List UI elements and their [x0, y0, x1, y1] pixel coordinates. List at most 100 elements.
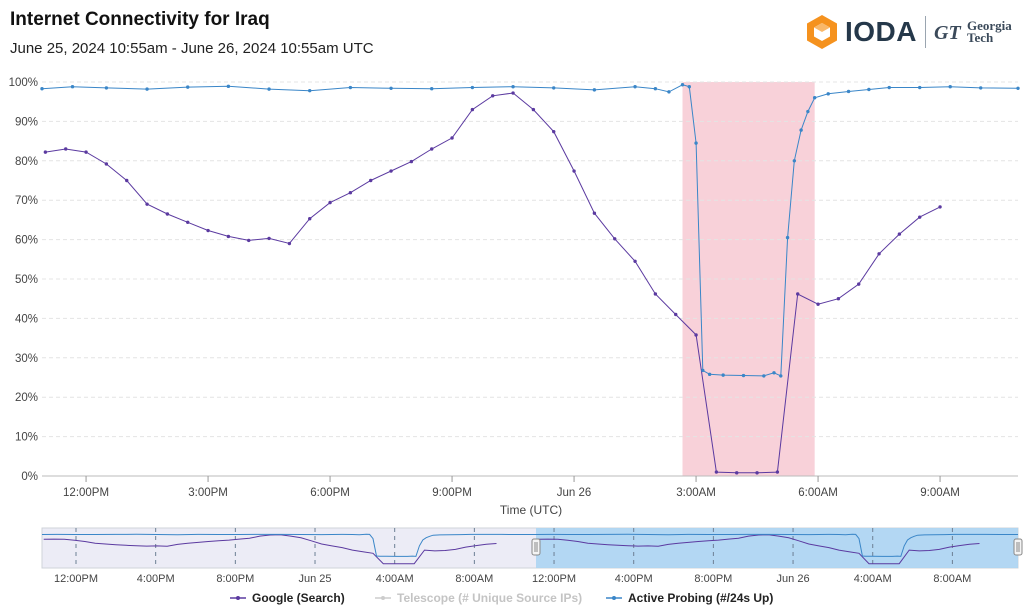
data-point-google-search[interactable] [206, 228, 210, 233]
data-point-active-probing-24s-up[interactable] [667, 90, 671, 94]
data-point-google-search[interactable] [531, 107, 536, 112]
data-point-google-search[interactable] [897, 232, 902, 236]
legend-item-active-probing-24s-up[interactable]: Active Probing (#/24s Up) [606, 591, 773, 605]
data-point-active-probing-24s-up[interactable] [701, 368, 705, 373]
data-point-google-search[interactable] [816, 302, 820, 306]
data-point-active-probing-24s-up[interactable] [812, 96, 817, 100]
data-point-active-probing-24s-up[interactable] [348, 85, 353, 90]
data-point-google-search[interactable] [226, 234, 231, 239]
data-point-google-search[interactable] [125, 178, 129, 183]
data-point-active-probing-24s-up[interactable] [918, 85, 922, 90]
data-point-active-probing-24s-up[interactable] [592, 88, 597, 92]
data-point-active-probing-24s-up[interactable] [887, 85, 891, 90]
legend-item-google-search[interactable]: Google (Search) [230, 591, 345, 605]
data-point-google-search[interactable] [572, 169, 576, 173]
data-point-active-probing-24s-up[interactable] [552, 86, 556, 90]
data-point-google-search[interactable] [267, 236, 271, 241]
data-point-google-search[interactable] [836, 297, 841, 301]
data-point-active-probing-24s-up[interactable] [799, 128, 803, 132]
data-point-google-search[interactable] [877, 252, 881, 256]
data-point-google-search[interactable] [84, 150, 88, 154]
data-point-active-probing-24s-up[interactable] [867, 87, 871, 92]
data-point-google-search[interactable] [145, 202, 149, 206]
data-point-google-search[interactable] [64, 147, 68, 151]
data-point-google-search[interactable] [653, 292, 658, 296]
data-point-active-probing-24s-up[interactable] [979, 86, 983, 90]
data-point-google-search[interactable] [918, 215, 922, 219]
data-point-active-probing-24s-up[interactable] [267, 87, 271, 91]
data-point-active-probing-24s-up[interactable] [511, 85, 515, 89]
data-point-active-probing-24s-up[interactable] [653, 86, 658, 91]
navigator-left-handle[interactable] [531, 538, 541, 556]
data-point-active-probing-24s-up[interactable] [40, 86, 44, 91]
data-point-active-probing-24s-up[interactable] [633, 85, 637, 89]
data-point-google-search[interactable] [592, 211, 597, 215]
legend-item-telescope-unique-source-ips[interactable]: Telescope (# Unique Source IPs) [375, 591, 582, 605]
data-point-active-probing-24s-up[interactable] [308, 88, 312, 93]
data-point-google-search[interactable] [43, 150, 48, 154]
data-point-google-search[interactable] [694, 333, 698, 337]
data-point-google-search[interactable] [348, 191, 353, 195]
ioda-logo[interactable]: IODA GT Georgia Tech [805, 14, 1012, 50]
data-point-active-probing-24s-up[interactable] [226, 84, 231, 89]
data-point-active-probing-24s-up[interactable] [721, 373, 725, 377]
data-point-google-search[interactable] [409, 159, 414, 164]
data-point-active-probing-24s-up[interactable] [470, 85, 475, 90]
data-point-active-probing-24s-up[interactable] [772, 371, 776, 375]
data-point-google-search[interactable] [389, 169, 393, 173]
data-point-active-probing-24s-up[interactable] [694, 141, 698, 145]
data-point-google-search[interactable] [287, 241, 292, 246]
data-point-active-probing-24s-up[interactable] [948, 85, 952, 89]
series-google-search[interactable] [43, 91, 942, 475]
data-point-active-probing-24s-up[interactable] [389, 86, 393, 91]
data-point-google-search[interactable] [450, 136, 454, 140]
data-point-google-search[interactable] [775, 470, 780, 474]
data-point-active-probing-24s-up[interactable] [785, 235, 790, 240]
data-point-google-search[interactable] [613, 237, 617, 241]
data-point-google-search[interactable] [165, 212, 170, 216]
data-point-google-search[interactable] [491, 94, 495, 98]
data-point-active-probing-24s-up[interactable] [104, 86, 109, 90]
data-point-google-search[interactable] [369, 178, 373, 183]
data-point-active-probing-24s-up[interactable] [145, 87, 149, 91]
navigator-tick-label: 8:00AM [455, 573, 493, 585]
data-point-google-search[interactable] [938, 205, 942, 209]
data-point-google-search[interactable] [552, 129, 556, 134]
data-point-active-probing-24s-up[interactable] [762, 374, 766, 378]
data-point-google-search[interactable] [674, 312, 678, 317]
data-point-google-search[interactable] [247, 238, 251, 243]
data-point-google-search[interactable] [328, 200, 332, 205]
time-range-subtitle: June 25, 2024 10:55am - June 26, 2024 10… [10, 40, 374, 57]
data-point-google-search[interactable] [104, 162, 109, 166]
data-point-active-probing-24s-up[interactable] [792, 159, 797, 163]
data-point-google-search[interactable] [633, 259, 637, 263]
data-point-google-search[interactable] [308, 217, 312, 221]
data-point-active-probing-24s-up[interactable] [741, 373, 746, 378]
y-tick-label: 100% [9, 77, 38, 89]
data-point-google-search[interactable] [470, 107, 475, 112]
data-point-active-probing-24s-up[interactable] [826, 92, 830, 96]
data-point-active-probing-24s-up[interactable] [687, 85, 691, 89]
georgia-tech-line2: Tech [967, 30, 994, 45]
data-point-google-search[interactable] [186, 220, 190, 224]
series-active-probing-24s-up[interactable] [40, 83, 1020, 378]
navigator-right-handle[interactable] [1013, 538, 1023, 556]
data-point-google-search[interactable] [796, 292, 800, 296]
legend-marker-icon [612, 596, 616, 600]
data-point-google-search[interactable] [735, 471, 739, 475]
data-point-active-probing-24s-up[interactable] [430, 86, 434, 91]
data-point-active-probing-24s-up[interactable] [779, 374, 783, 378]
data-point-google-search[interactable] [511, 91, 515, 95]
data-point-active-probing-24s-up[interactable] [70, 85, 75, 89]
data-point-active-probing-24s-up[interactable] [806, 109, 810, 114]
data-point-google-search[interactable] [430, 147, 434, 151]
data-point-google-search[interactable] [857, 282, 861, 286]
data-point-google-search[interactable] [714, 470, 719, 474]
data-point-active-probing-24s-up[interactable] [680, 83, 685, 87]
data-point-active-probing-24s-up[interactable] [1016, 86, 1020, 91]
data-point-active-probing-24s-up[interactable] [846, 89, 851, 94]
data-point-active-probing-24s-up[interactable] [707, 372, 712, 377]
data-point-active-probing-24s-up[interactable] [186, 85, 190, 89]
data-point-google-search[interactable] [755, 471, 759, 475]
